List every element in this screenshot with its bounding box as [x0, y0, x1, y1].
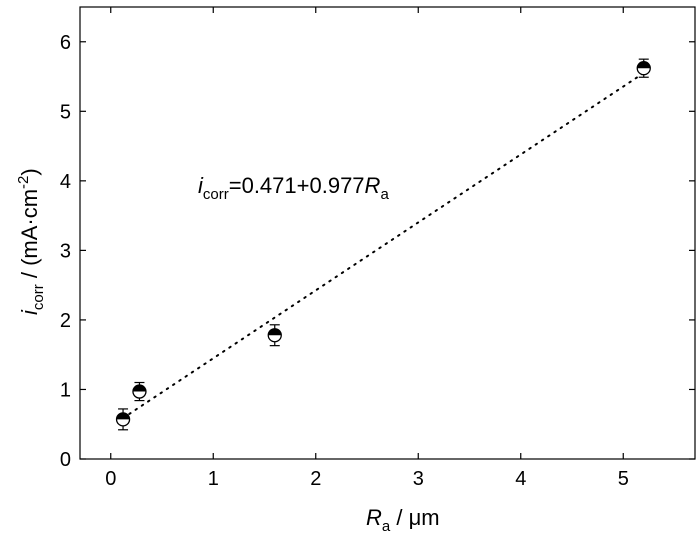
x-tick-label: 1: [208, 468, 219, 490]
y-tick-label: 2: [60, 310, 71, 332]
x-tick-label: 4: [515, 468, 526, 490]
y-axis-title: icorr / (mA·cm-2): [15, 168, 47, 315]
x-tick-label: 0: [105, 468, 116, 490]
y-tick-label: 4: [60, 171, 71, 193]
y-tick-label: 3: [60, 240, 71, 262]
point-marker-fill: [116, 412, 130, 420]
y-axis-ticks: 0 1 2 3 4 5 6: [60, 32, 695, 471]
y-tick-label: 0: [60, 449, 71, 471]
data-point: [636, 58, 651, 78]
x-tick-label: 2: [310, 468, 321, 490]
y-tick-label: 1: [60, 379, 71, 401]
x-tick-label: 5: [618, 468, 629, 490]
point-marker-fill: [637, 61, 651, 69]
y-tick-label: 5: [60, 101, 71, 123]
data-points-layer: [115, 58, 651, 431]
point-marker-fill: [268, 328, 282, 336]
x-tick-label: 3: [413, 468, 424, 490]
plot-frame: [79, 6, 696, 460]
data-point: [115, 408, 131, 431]
y-tick-label: 6: [60, 32, 71, 54]
point-marker-fill: [132, 385, 146, 392]
data-point: [267, 324, 282, 347]
fit-line-layer: [122, 71, 645, 420]
x-axis-ticks: 0 1 2 3 4 5: [105, 7, 629, 490]
x-axis-title: Ra / μm: [366, 505, 440, 535]
fit-equation: icorr=0.471+0.977Ra: [198, 173, 389, 203]
data-point: [132, 381, 147, 402]
fit-line: [122, 71, 645, 420]
